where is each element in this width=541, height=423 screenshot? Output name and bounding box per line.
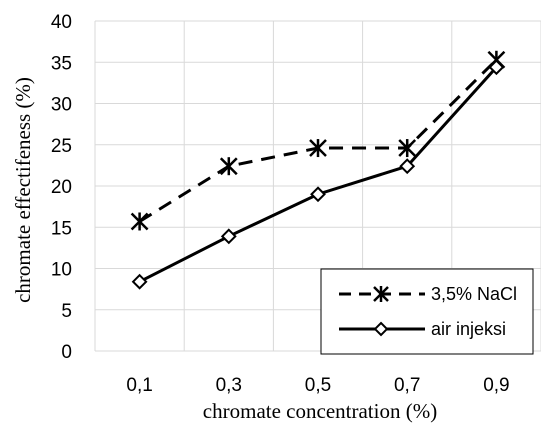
x-tick-label: 0,5 xyxy=(305,375,331,396)
y-tick-label: 5 xyxy=(61,301,72,322)
legend-marker-nacl xyxy=(373,286,389,302)
data-point-asterisk xyxy=(130,212,149,231)
data-point-diamond xyxy=(399,158,416,175)
series xyxy=(130,50,506,290)
y-tick-label: 25 xyxy=(51,136,72,157)
y-tick-label: 40 xyxy=(51,12,72,33)
data-point-asterisk xyxy=(398,139,417,158)
x-tick-label: 0,7 xyxy=(394,375,420,396)
data-point-diamond xyxy=(310,186,326,203)
y-axis-title: chromate effectifeness (%) xyxy=(11,77,35,303)
legend-label-nacl: 3,5% NaCl xyxy=(431,284,517,304)
legend-label-air-injeksi: air injeksi xyxy=(431,319,506,339)
legend-item-nacl: 3,5% NaCl xyxy=(339,284,517,304)
data-point-diamond xyxy=(131,273,148,290)
legend-marker-air-injeksi xyxy=(373,321,389,337)
y-tick-label: 35 xyxy=(51,53,72,74)
legend: 3,5% NaCl air injeksi xyxy=(320,268,534,355)
legend-item-air-injeksi: air injeksi xyxy=(339,319,506,339)
series-1 xyxy=(131,59,505,290)
data-point-diamond xyxy=(220,228,237,245)
y-tick-label: 0 xyxy=(61,342,72,363)
y-tick-label: 30 xyxy=(51,95,72,116)
series-line xyxy=(138,66,498,284)
x-tick-label: 0,9 xyxy=(483,375,509,396)
data-point-asterisk xyxy=(309,139,327,158)
y-tick-label: 10 xyxy=(51,260,72,281)
x-tick-label: 0,3 xyxy=(216,375,242,396)
legend-box xyxy=(320,268,534,355)
x-axis-title: chromate concentration (%) xyxy=(203,399,437,423)
y-tick-label: 15 xyxy=(51,218,72,239)
y-tick-label: 20 xyxy=(51,177,72,198)
series-0 xyxy=(130,50,506,231)
data-point-asterisk xyxy=(219,157,238,176)
data-point-diamond xyxy=(488,59,505,76)
x-tick-label: 0,1 xyxy=(126,375,152,396)
x-axis-ticks: 0,1 0,3 0,5 0,7 0,9 xyxy=(126,375,509,396)
y-axis-ticks: 0 5 10 15 20 25 30 35 40 xyxy=(51,12,72,363)
